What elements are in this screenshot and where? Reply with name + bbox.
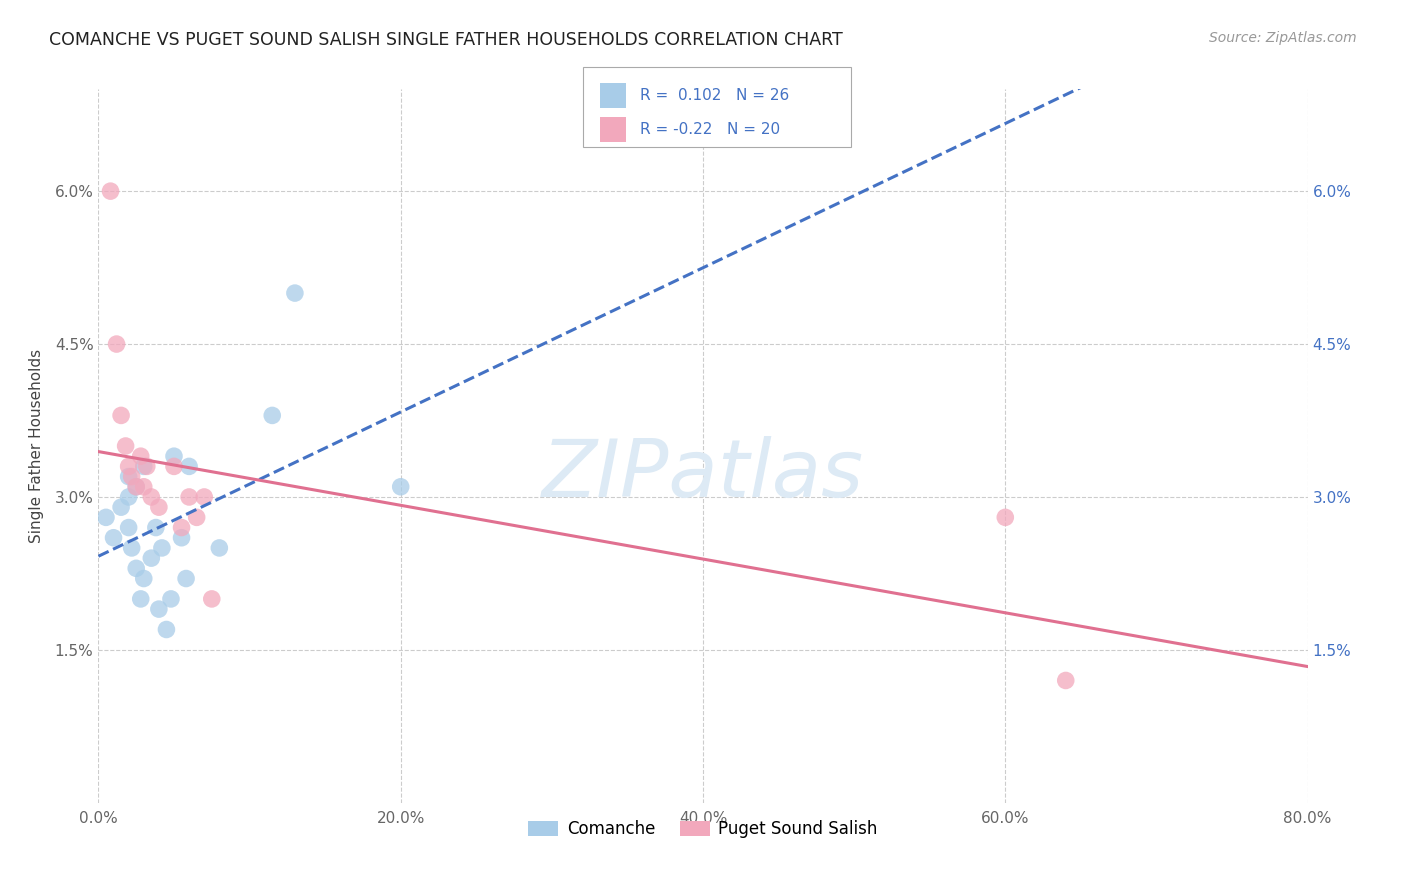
Point — [193, 490, 215, 504]
Point — [132, 480, 155, 494]
Point — [179, 459, 201, 474]
Point — [186, 510, 208, 524]
Point — [1054, 673, 1077, 688]
Point — [155, 623, 177, 637]
Point — [170, 520, 193, 534]
Point — [179, 490, 201, 504]
Point — [110, 409, 132, 423]
Point — [129, 591, 152, 606]
Point — [170, 531, 193, 545]
Point — [114, 439, 136, 453]
Point — [132, 572, 155, 586]
Text: R =  0.102   N = 26: R = 0.102 N = 26 — [640, 88, 789, 103]
Point — [163, 459, 186, 474]
Y-axis label: Single Father Households: Single Father Households — [28, 349, 44, 543]
Text: ZIPatlas: ZIPatlas — [541, 435, 865, 514]
Legend: Comanche, Puget Sound Salish: Comanche, Puget Sound Salish — [522, 814, 884, 845]
Point — [148, 602, 170, 616]
Point — [121, 469, 143, 483]
Point — [125, 480, 148, 494]
Point — [163, 449, 186, 463]
Text: R = -0.22   N = 20: R = -0.22 N = 20 — [640, 122, 780, 137]
Point — [148, 500, 170, 515]
Point — [389, 480, 412, 494]
Point — [110, 500, 132, 515]
Point — [141, 490, 163, 504]
Point — [118, 520, 141, 534]
Point — [208, 541, 231, 555]
Point — [145, 520, 167, 534]
Point — [121, 541, 143, 555]
Point — [135, 459, 157, 474]
Point — [141, 551, 163, 566]
Point — [118, 490, 141, 504]
Point — [262, 409, 284, 423]
Point — [174, 572, 197, 586]
Point — [103, 531, 125, 545]
Point — [160, 591, 183, 606]
Point — [118, 459, 141, 474]
Point — [150, 541, 173, 555]
Point — [125, 561, 148, 575]
Text: COMANCHE VS PUGET SOUND SALISH SINGLE FATHER HOUSEHOLDS CORRELATION CHART: COMANCHE VS PUGET SOUND SALISH SINGLE FA… — [49, 31, 844, 49]
Point — [284, 286, 307, 301]
Point — [118, 469, 141, 483]
Point — [125, 480, 148, 494]
Point — [94, 510, 117, 524]
Point — [105, 337, 128, 351]
Point — [201, 591, 224, 606]
Point — [994, 510, 1017, 524]
Point — [100, 184, 122, 198]
Point — [129, 449, 152, 463]
Point — [132, 459, 155, 474]
Text: Source: ZipAtlas.com: Source: ZipAtlas.com — [1209, 31, 1357, 45]
